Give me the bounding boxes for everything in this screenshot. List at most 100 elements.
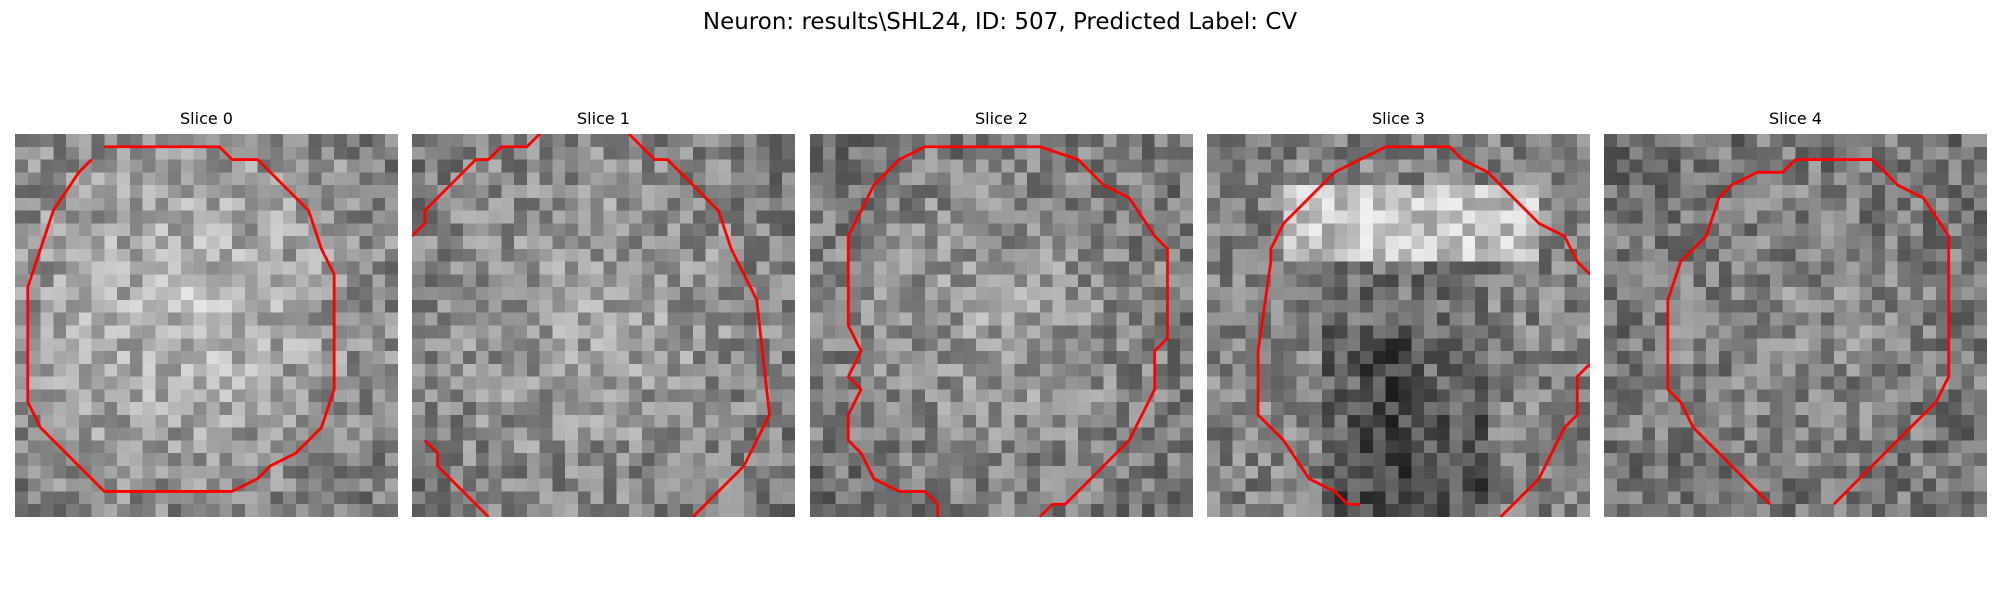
pixel xyxy=(629,312,643,326)
pixel xyxy=(1731,376,1745,390)
pixel xyxy=(1564,491,1578,505)
pixel xyxy=(1910,338,1924,352)
pixel xyxy=(53,453,67,467)
pixel xyxy=(1347,274,1361,288)
pixel xyxy=(1744,312,1758,326)
pixel xyxy=(1347,376,1361,390)
pixel xyxy=(117,287,131,301)
pixel xyxy=(1258,491,1272,505)
pixel xyxy=(219,210,233,224)
pixel xyxy=(1296,440,1310,454)
pixel xyxy=(1065,185,1079,199)
pixel xyxy=(257,504,271,517)
pixel xyxy=(450,325,464,339)
pixel xyxy=(308,338,322,352)
pixel xyxy=(219,363,233,377)
pixel xyxy=(1642,172,1656,186)
pixel xyxy=(1103,134,1117,148)
pixel xyxy=(1129,465,1143,479)
pixel xyxy=(1655,185,1669,199)
pixel xyxy=(244,363,258,377)
pixel xyxy=(412,440,426,454)
pixel xyxy=(731,236,745,250)
pixel xyxy=(1706,338,1720,352)
pixel xyxy=(15,478,29,492)
pixel xyxy=(1961,185,1975,199)
pixel xyxy=(372,402,386,416)
pixel xyxy=(359,172,373,186)
pixel xyxy=(1923,414,1937,428)
pixel xyxy=(975,491,989,505)
pixel xyxy=(1141,427,1155,441)
pixel xyxy=(1154,351,1168,365)
pixel xyxy=(117,478,131,492)
pixel xyxy=(372,338,386,352)
pixel xyxy=(924,210,938,224)
pixel xyxy=(385,402,398,416)
pixel xyxy=(193,159,207,173)
pixel xyxy=(1270,287,1284,301)
pixel xyxy=(1846,134,1860,148)
pixel xyxy=(1948,389,1962,403)
pixel xyxy=(1526,504,1540,517)
pixel xyxy=(1167,312,1181,326)
pixel xyxy=(117,299,131,313)
pixel xyxy=(1052,287,1066,301)
pixel xyxy=(1538,287,1552,301)
pixel xyxy=(848,427,862,441)
pixel xyxy=(1321,223,1335,237)
pixel xyxy=(168,478,182,492)
pixel xyxy=(1090,338,1104,352)
pixel xyxy=(718,363,732,377)
pixel xyxy=(1961,389,1975,403)
pixel xyxy=(1667,414,1681,428)
pixel xyxy=(244,351,258,365)
pixel xyxy=(1604,427,1618,441)
pixel xyxy=(437,491,451,505)
pixel xyxy=(1283,223,1297,237)
pixel xyxy=(899,478,913,492)
pixel xyxy=(1897,453,1911,467)
pixel xyxy=(180,287,194,301)
pixel xyxy=(91,172,105,186)
pixel xyxy=(1693,261,1707,275)
pixel xyxy=(975,338,989,352)
pixel xyxy=(1154,223,1168,237)
pixel xyxy=(1270,338,1284,352)
pixel xyxy=(654,325,668,339)
pixel xyxy=(1948,465,1962,479)
pixel xyxy=(654,338,668,352)
pixel xyxy=(1385,287,1399,301)
pixel xyxy=(1270,465,1284,479)
pixel xyxy=(603,210,617,224)
pixel xyxy=(53,274,67,288)
pixel xyxy=(1693,338,1707,352)
pixel xyxy=(886,172,900,186)
pixel xyxy=(488,210,502,224)
pixel xyxy=(743,248,757,262)
pixel xyxy=(1424,376,1438,390)
pixel xyxy=(424,402,438,416)
pixel xyxy=(654,197,668,211)
pixel xyxy=(975,134,989,148)
pixel xyxy=(346,414,360,428)
slice-title: Slice 4 xyxy=(1769,109,1822,128)
pixel xyxy=(1154,261,1168,275)
pixel xyxy=(295,274,309,288)
pixel xyxy=(372,389,386,403)
pixel xyxy=(232,223,246,237)
pixel xyxy=(1884,287,1898,301)
pixel xyxy=(168,504,182,517)
pixel xyxy=(950,338,964,352)
pixel xyxy=(180,465,194,479)
pixel xyxy=(1321,312,1335,326)
pixel xyxy=(1385,389,1399,403)
pixel xyxy=(142,389,156,403)
pixel xyxy=(91,197,105,211)
pixel xyxy=(1513,134,1527,148)
pixel xyxy=(1500,299,1514,313)
pixel xyxy=(603,248,617,262)
pixel xyxy=(1526,325,1540,339)
pixel xyxy=(15,210,29,224)
pixel xyxy=(782,491,795,505)
